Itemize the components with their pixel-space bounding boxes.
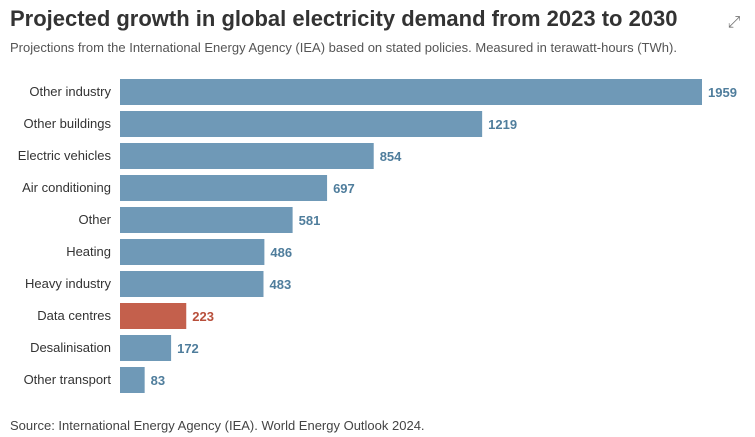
- category-label-other-buildings: Other buildings: [24, 116, 112, 131]
- bar-other-industry[interactable]: [120, 79, 702, 105]
- category-label-other: Other: [78, 212, 111, 227]
- category-label-heating: Heating: [66, 244, 111, 259]
- value-label-data-centres: 223: [192, 309, 214, 324]
- value-label-other-buildings: 1219: [488, 117, 517, 132]
- bar-heavy-industry[interactable]: [120, 271, 264, 297]
- value-label-desalinisation: 172: [177, 341, 199, 356]
- value-label-heating: 486: [270, 245, 292, 260]
- value-label-electric-vehicles: 854: [380, 149, 402, 164]
- category-label-heavy-industry: Heavy industry: [25, 276, 111, 291]
- bar-air-conditioning[interactable]: [120, 175, 328, 201]
- category-label-air-conditioning: Air conditioning: [22, 180, 111, 195]
- source-note: Source: International Energy Agency (IEA…: [10, 418, 425, 433]
- value-label-other-transport: 83: [151, 373, 165, 388]
- value-label-air-conditioning: 697: [333, 181, 355, 196]
- value-label-other: 581: [299, 213, 321, 228]
- bar-heating[interactable]: [120, 239, 265, 265]
- chart-title: Projected growth in global electricity d…: [10, 6, 678, 31]
- category-label-electric-vehicles: Electric vehicles: [18, 148, 112, 163]
- value-label-other-industry: 1959: [708, 85, 737, 100]
- chart-subtitle: Projections from the International Energ…: [10, 40, 677, 55]
- bar-data-centres[interactable]: [120, 303, 187, 329]
- bar-other[interactable]: [120, 207, 293, 233]
- category-label-data-centres: Data centres: [37, 308, 111, 323]
- category-label-other-industry: Other industry: [29, 84, 111, 99]
- bar-chart: Other industry 1959 Other buildings 1219 Ele…: [18, 79, 737, 393]
- bar-electric-vehicles[interactable]: [120, 143, 374, 169]
- bar-other-transport[interactable]: [120, 367, 145, 393]
- bar-other-buildings[interactable]: [120, 111, 483, 137]
- bar-desalinisation[interactable]: [120, 335, 172, 361]
- value-label-heavy-industry: 483: [269, 277, 291, 292]
- category-label-desalinisation: Desalinisation: [30, 340, 111, 355]
- category-label-other-transport: Other transport: [24, 372, 112, 387]
- expand-icon[interactable]: ⤢: [727, 14, 741, 31]
